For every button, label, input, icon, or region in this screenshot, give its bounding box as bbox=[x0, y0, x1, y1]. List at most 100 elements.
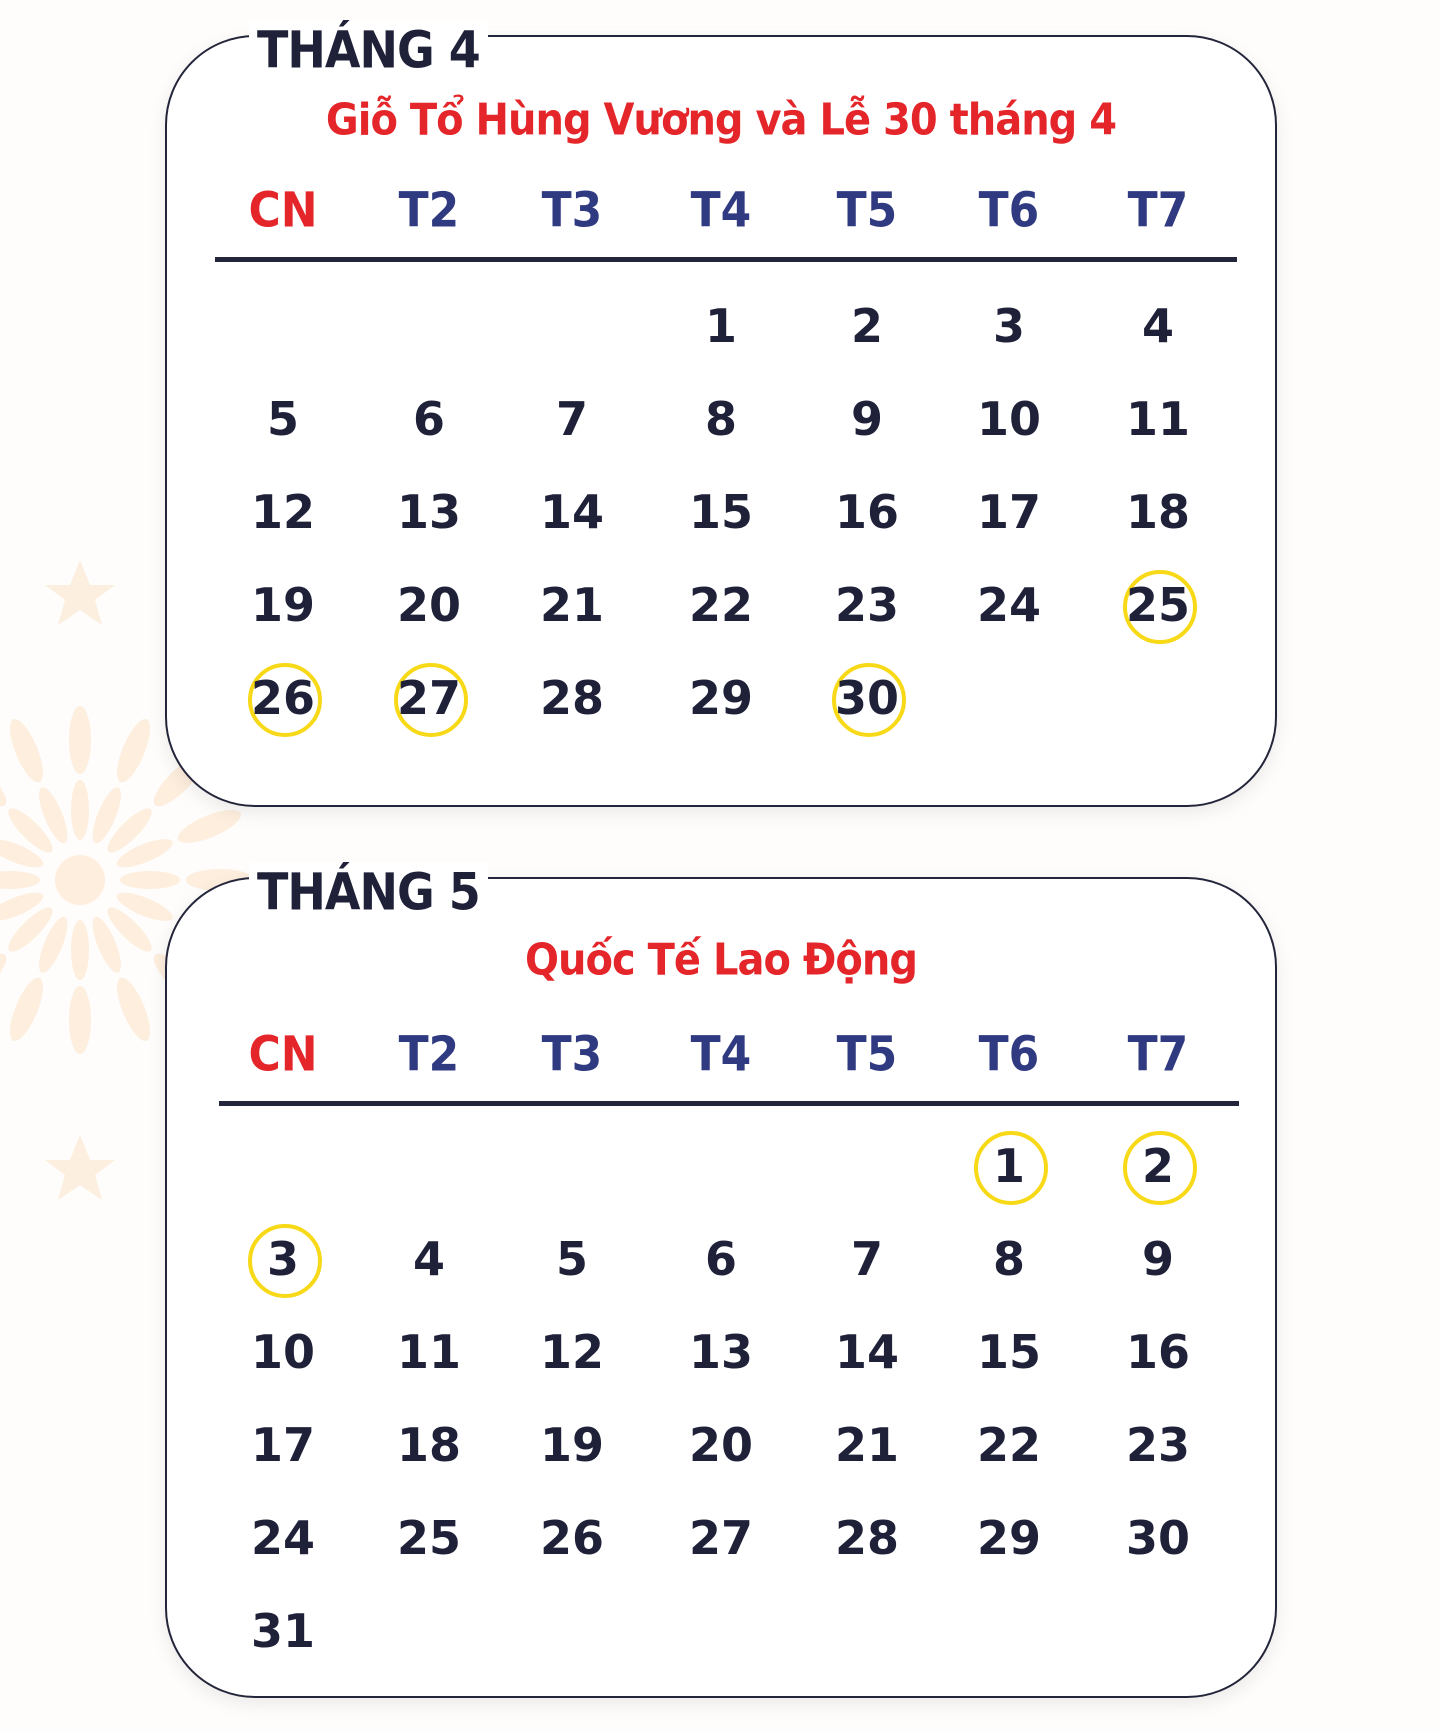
calendar-day: 16 bbox=[822, 477, 912, 547]
calendar-day: 23 bbox=[822, 570, 912, 640]
calendar-day: 17 bbox=[964, 477, 1054, 547]
weekday-header-t2: T2 bbox=[398, 182, 460, 239]
day-number: 8 bbox=[992, 1232, 1025, 1286]
day-number: 9 bbox=[1141, 1232, 1174, 1286]
day-number: 4 bbox=[412, 1232, 445, 1286]
calendar-day: 6 bbox=[676, 1224, 766, 1294]
calendar-day: 3 bbox=[964, 291, 1054, 361]
calendar-day: 21 bbox=[822, 1410, 912, 1480]
calendar-day: 13 bbox=[676, 1317, 766, 1387]
calendar-day: 30 bbox=[1113, 1503, 1203, 1573]
day-number: 29 bbox=[688, 671, 753, 725]
weekday-header-t7: T7 bbox=[1127, 1026, 1189, 1083]
calendar-day: 29 bbox=[676, 663, 766, 733]
day-number: 21 bbox=[834, 1418, 899, 1472]
day-number: 20 bbox=[688, 1418, 753, 1472]
header-divider bbox=[219, 1101, 1239, 1106]
calendar-day: 29 bbox=[964, 1503, 1054, 1573]
month-title: THÁNG 5 bbox=[249, 862, 488, 922]
calendar-day: 10 bbox=[964, 384, 1054, 454]
day-number: 8 bbox=[704, 392, 737, 446]
day-number: 13 bbox=[396, 485, 461, 539]
calendar-day: 5 bbox=[527, 1224, 617, 1294]
day-number: 29 bbox=[976, 1511, 1041, 1565]
calendar-day: 10 bbox=[238, 1317, 328, 1387]
day-number: 6 bbox=[412, 392, 445, 446]
weekday-header-t5: T5 bbox=[836, 182, 898, 239]
day-number: 3 bbox=[266, 1232, 299, 1286]
day-number: 7 bbox=[555, 392, 588, 446]
calendar-day: 18 bbox=[384, 1410, 474, 1480]
weekday-header-t4: T4 bbox=[690, 182, 752, 239]
day-number: 16 bbox=[834, 485, 899, 539]
calendar-day: 20 bbox=[676, 1410, 766, 1480]
calendar-day: 14 bbox=[527, 477, 617, 547]
day-number: 30 bbox=[834, 671, 899, 725]
calendar-day: 28 bbox=[822, 1503, 912, 1573]
day-number: 26 bbox=[250, 671, 315, 725]
day-number: 14 bbox=[539, 485, 604, 539]
day-number: 24 bbox=[250, 1511, 315, 1565]
calendar-day: 11 bbox=[384, 1317, 474, 1387]
calendar-day: 2 bbox=[822, 291, 912, 361]
calendar-day: 26 bbox=[527, 1503, 617, 1573]
weekday-header-t3: T3 bbox=[541, 1026, 603, 1083]
calendar-day: 8 bbox=[676, 384, 766, 454]
holiday-subtitle: Quốc Tế Lao Động bbox=[525, 934, 918, 986]
day-number: 27 bbox=[688, 1511, 753, 1565]
day-number: 31 bbox=[250, 1604, 315, 1658]
header-divider bbox=[215, 257, 1237, 262]
day-number: 2 bbox=[1141, 1139, 1174, 1193]
day-number: 27 bbox=[396, 671, 461, 725]
calendar-day: 4 bbox=[384, 1224, 474, 1294]
highlighted-holiday-day: 1 bbox=[964, 1131, 1054, 1205]
day-number: 11 bbox=[1125, 392, 1190, 446]
day-number: 23 bbox=[834, 578, 899, 632]
calendar-day: 1 bbox=[676, 291, 766, 361]
day-number: 19 bbox=[539, 1418, 604, 1472]
day-number: 18 bbox=[396, 1418, 461, 1472]
highlighted-holiday-day: 30 bbox=[822, 663, 912, 737]
calendar-day: 21 bbox=[527, 570, 617, 640]
calendar-day: 22 bbox=[676, 570, 766, 640]
day-number: 28 bbox=[834, 1511, 899, 1565]
calendar-day: 16 bbox=[1113, 1317, 1203, 1387]
day-number: 5 bbox=[555, 1232, 588, 1286]
calendar-day: 20 bbox=[384, 570, 474, 640]
calendar-day: 22 bbox=[964, 1410, 1054, 1480]
may-calendar: THÁNG 5 Quốc Tế Lao Động CN T2 T3 T4 T5 T6 T7 … bbox=[165, 862, 1277, 1698]
day-number: 22 bbox=[688, 578, 753, 632]
day-number: 23 bbox=[1125, 1418, 1190, 1472]
calendar-day: 4 bbox=[1113, 291, 1203, 361]
calendar-day: 19 bbox=[238, 570, 328, 640]
weekday-header-t4: T4 bbox=[690, 1026, 752, 1083]
day-number: 18 bbox=[1125, 485, 1190, 539]
calendar-day: 19 bbox=[527, 1410, 617, 1480]
calendar-day: 24 bbox=[238, 1503, 328, 1573]
calendar-day: 31 bbox=[238, 1596, 328, 1666]
highlighted-holiday-day: 3 bbox=[238, 1224, 328, 1298]
calendar-day: 17 bbox=[238, 1410, 328, 1480]
calendar-day: 25 bbox=[384, 1503, 474, 1573]
highlighted-holiday-day: 26 bbox=[238, 663, 328, 737]
day-number: 10 bbox=[976, 392, 1041, 446]
day-number: 4 bbox=[1141, 299, 1174, 353]
calendar-day: 24 bbox=[964, 570, 1054, 640]
calendar-day: 7 bbox=[527, 384, 617, 454]
day-number: 25 bbox=[396, 1511, 461, 1565]
calendar-day: 11 bbox=[1113, 384, 1203, 454]
day-number: 25 bbox=[1125, 578, 1190, 632]
day-number: 22 bbox=[976, 1418, 1041, 1472]
calendar-day: 6 bbox=[384, 384, 474, 454]
calendar-day: 23 bbox=[1113, 1410, 1203, 1480]
day-number: 16 bbox=[1125, 1325, 1190, 1379]
calendar-day: 12 bbox=[527, 1317, 617, 1387]
day-number: 13 bbox=[688, 1325, 753, 1379]
weekday-header-t3: T3 bbox=[541, 182, 603, 239]
day-number: 1 bbox=[992, 1139, 1025, 1193]
day-number: 3 bbox=[992, 299, 1025, 353]
day-number: 30 bbox=[1125, 1511, 1190, 1565]
day-number: 11 bbox=[396, 1325, 461, 1379]
weekday-header-t2: T2 bbox=[398, 1026, 460, 1083]
calendar-day: 9 bbox=[822, 384, 912, 454]
